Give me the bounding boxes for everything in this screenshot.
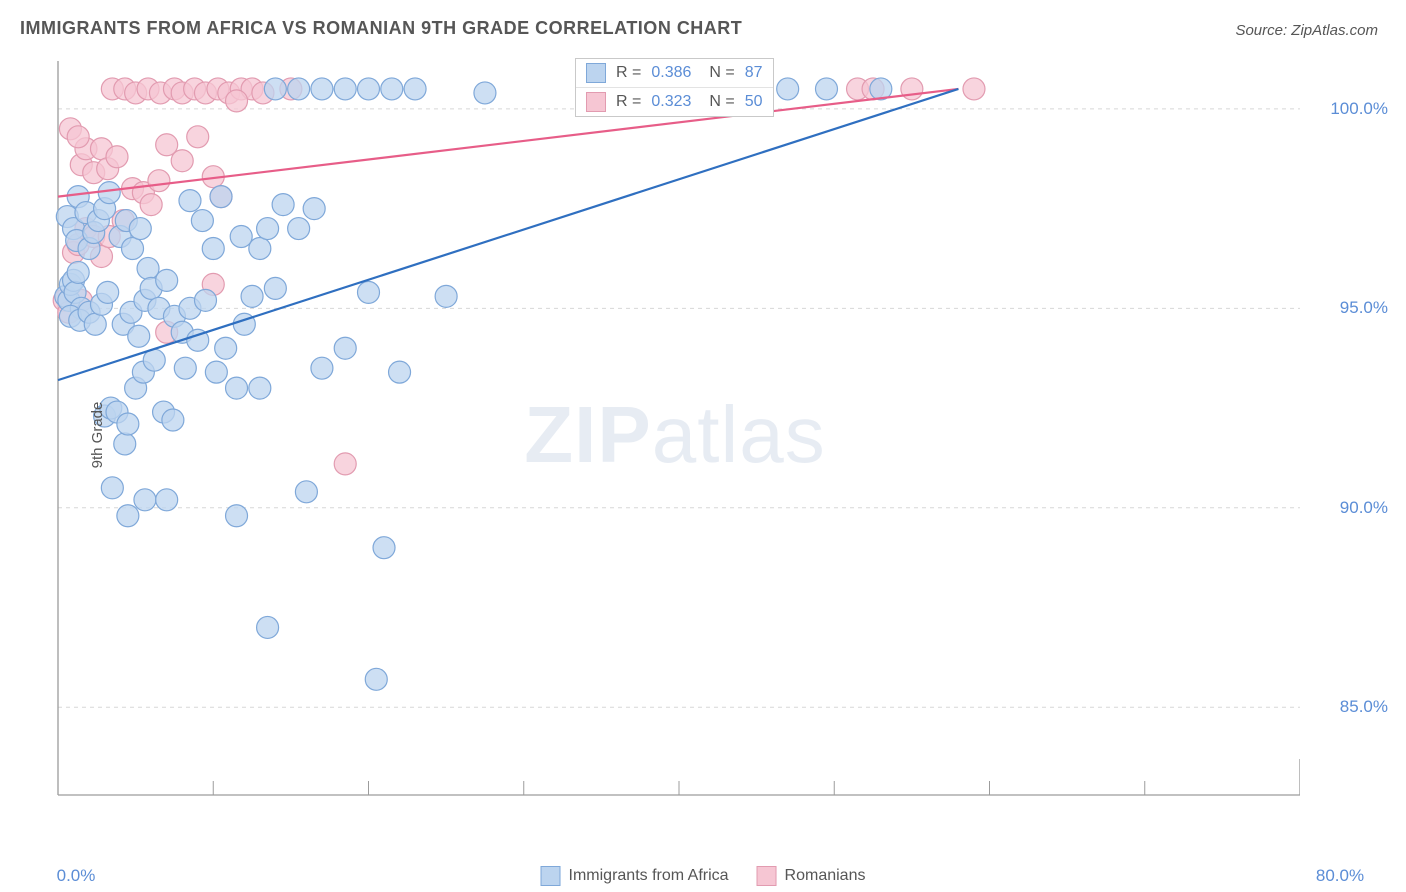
x-tick-label: 0.0% bbox=[57, 866, 96, 886]
swatch-series-b bbox=[586, 92, 606, 112]
n-value: 87 bbox=[745, 64, 763, 82]
legend-label-b: Romanians bbox=[785, 867, 866, 885]
y-tick-label: 90.0% bbox=[1340, 498, 1388, 518]
n-label: N = bbox=[709, 93, 734, 111]
r-label: R = bbox=[616, 64, 641, 82]
n-value: 50 bbox=[745, 93, 763, 111]
correlation-legend: R = 0.386 N = 87 R = 0.323 N = 50 bbox=[575, 58, 774, 117]
swatch-series-a bbox=[586, 63, 606, 83]
x-tick-label: 80.0% bbox=[1316, 866, 1364, 886]
chart-svg bbox=[50, 55, 1300, 815]
y-tick-label: 100.0% bbox=[1330, 99, 1388, 119]
swatch-series-b bbox=[757, 866, 777, 886]
legend-label-a: Immigrants from Africa bbox=[569, 867, 729, 885]
n-label: N = bbox=[709, 64, 734, 82]
series-legend: Immigrants from Africa Romanians bbox=[541, 866, 866, 886]
chart-container: IMMIGRANTS FROM AFRICA VS ROMANIAN 9TH G… bbox=[0, 0, 1406, 892]
source-label: Source: ZipAtlas.com bbox=[1235, 22, 1378, 39]
plot-area: 9th Grade ZIPatlas bbox=[50, 55, 1300, 815]
y-axis-label: 9th Grade bbox=[89, 402, 106, 469]
y-tick-label: 95.0% bbox=[1340, 298, 1388, 318]
legend-item-b: Romanians bbox=[757, 866, 866, 886]
swatch-series-a bbox=[541, 866, 561, 886]
y-tick-label: 85.0% bbox=[1340, 697, 1388, 717]
legend-item-a: Immigrants from Africa bbox=[541, 866, 729, 886]
r-value: 0.386 bbox=[651, 64, 691, 82]
r-label: R = bbox=[616, 93, 641, 111]
legend-row-b: R = 0.323 N = 50 bbox=[576, 88, 773, 116]
r-value: 0.323 bbox=[651, 93, 691, 111]
chart-title: IMMIGRANTS FROM AFRICA VS ROMANIAN 9TH G… bbox=[20, 18, 742, 39]
legend-row-a: R = 0.386 N = 87 bbox=[576, 59, 773, 88]
